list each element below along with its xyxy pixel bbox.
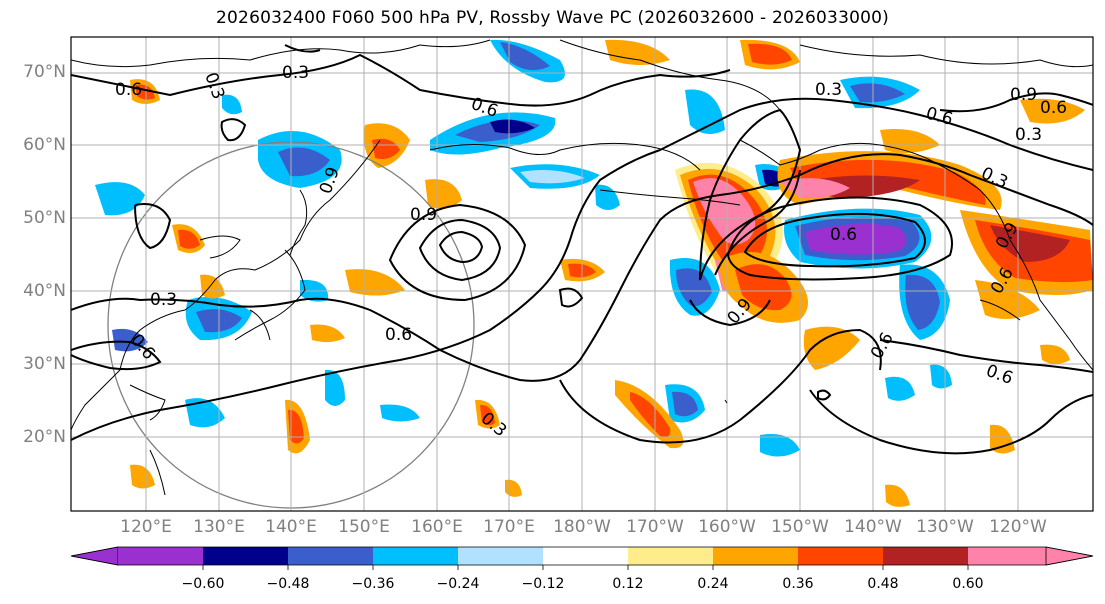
colorbar xyxy=(70,546,1094,570)
colorbar-outline xyxy=(70,546,1094,566)
lat-label-60n: 60°N xyxy=(23,135,66,155)
contour-label: 0.3 xyxy=(282,63,309,83)
colorbar-tick-label: −0.12 xyxy=(521,576,565,592)
colorbar-ticks xyxy=(202,565,969,570)
colorbar-segment xyxy=(968,547,1046,565)
map-frame xyxy=(70,36,1094,512)
lon-label-120w: 120°W xyxy=(989,517,1047,537)
colorbar-tick-label: 0.60 xyxy=(952,576,984,592)
colorbar-tick-label: −0.24 xyxy=(436,576,480,592)
contour-label: 0.3 xyxy=(1015,125,1042,145)
lon-label-180w: 180°W xyxy=(553,517,611,537)
colorbar-segment xyxy=(713,547,798,565)
colorbar-segment xyxy=(373,547,458,565)
contour-label: 0.6 xyxy=(385,325,412,345)
colorbar-tick-label: 0.36 xyxy=(782,576,814,592)
contour-label: 0.6 xyxy=(830,225,857,245)
lat-label-70n: 70°N xyxy=(23,62,66,82)
colorbar-tick-label: −0.48 xyxy=(266,576,310,592)
colorbar-segment xyxy=(458,547,543,565)
lon-label-170w: 170°W xyxy=(626,517,684,537)
positive-anomaly-shading xyxy=(130,39,1093,507)
contour-label: 0.3 xyxy=(815,80,842,100)
lon-label-150e: 150°E xyxy=(338,517,390,537)
colorbar-extend-low xyxy=(70,546,119,566)
lon-label-170e: 170°E xyxy=(483,517,535,537)
lon-label-160e: 160°E xyxy=(411,517,463,537)
colorbar-tick-label: 0.48 xyxy=(867,576,899,592)
coastlines xyxy=(71,39,1093,496)
colorbar-tick-label: 0.24 xyxy=(697,576,729,592)
colorbar-tick-label: −0.60 xyxy=(181,576,225,592)
colorbar-segment xyxy=(798,547,883,565)
contour-label: 0.9 xyxy=(410,205,437,225)
lon-label-140e: 140°E xyxy=(265,517,317,537)
lon-label-140w: 140°W xyxy=(844,517,902,537)
lon-label-150w: 150°W xyxy=(771,517,829,537)
contour-label: 0.6 xyxy=(1040,98,1067,118)
colorbar-segment xyxy=(288,547,373,565)
colorbar-extend-high xyxy=(1045,546,1094,566)
lat-label-50n: 50°N xyxy=(23,208,66,228)
lat-label-20n: 20°N xyxy=(23,427,66,447)
colorbar-tick-label: −0.36 xyxy=(351,576,395,592)
lon-label-130w: 130°W xyxy=(916,517,974,537)
lon-label-130e: 130°E xyxy=(193,517,245,537)
contour-label: 0.3 xyxy=(150,290,177,310)
pv-contours xyxy=(71,44,1093,455)
colorbar-segment xyxy=(628,547,713,565)
lat-label-40n: 40°N xyxy=(23,281,66,301)
contour-label: 0.9 xyxy=(1010,85,1037,105)
colorbar-segment xyxy=(543,547,628,565)
colorbar-segment xyxy=(203,547,288,565)
colorbar-segment xyxy=(883,547,968,565)
contour-label: 0.6 xyxy=(115,80,142,100)
lon-label-160w: 160°W xyxy=(698,517,756,537)
lon-label-120e: 120°E xyxy=(120,517,172,537)
lat-label-30n: 30°N xyxy=(23,354,66,374)
colorbar-tick-label: 0.12 xyxy=(612,576,644,592)
map-title: 2026032400 F060 500 hPa PV, Rossby Wave … xyxy=(216,8,889,28)
colorbar-segment xyxy=(118,547,203,565)
